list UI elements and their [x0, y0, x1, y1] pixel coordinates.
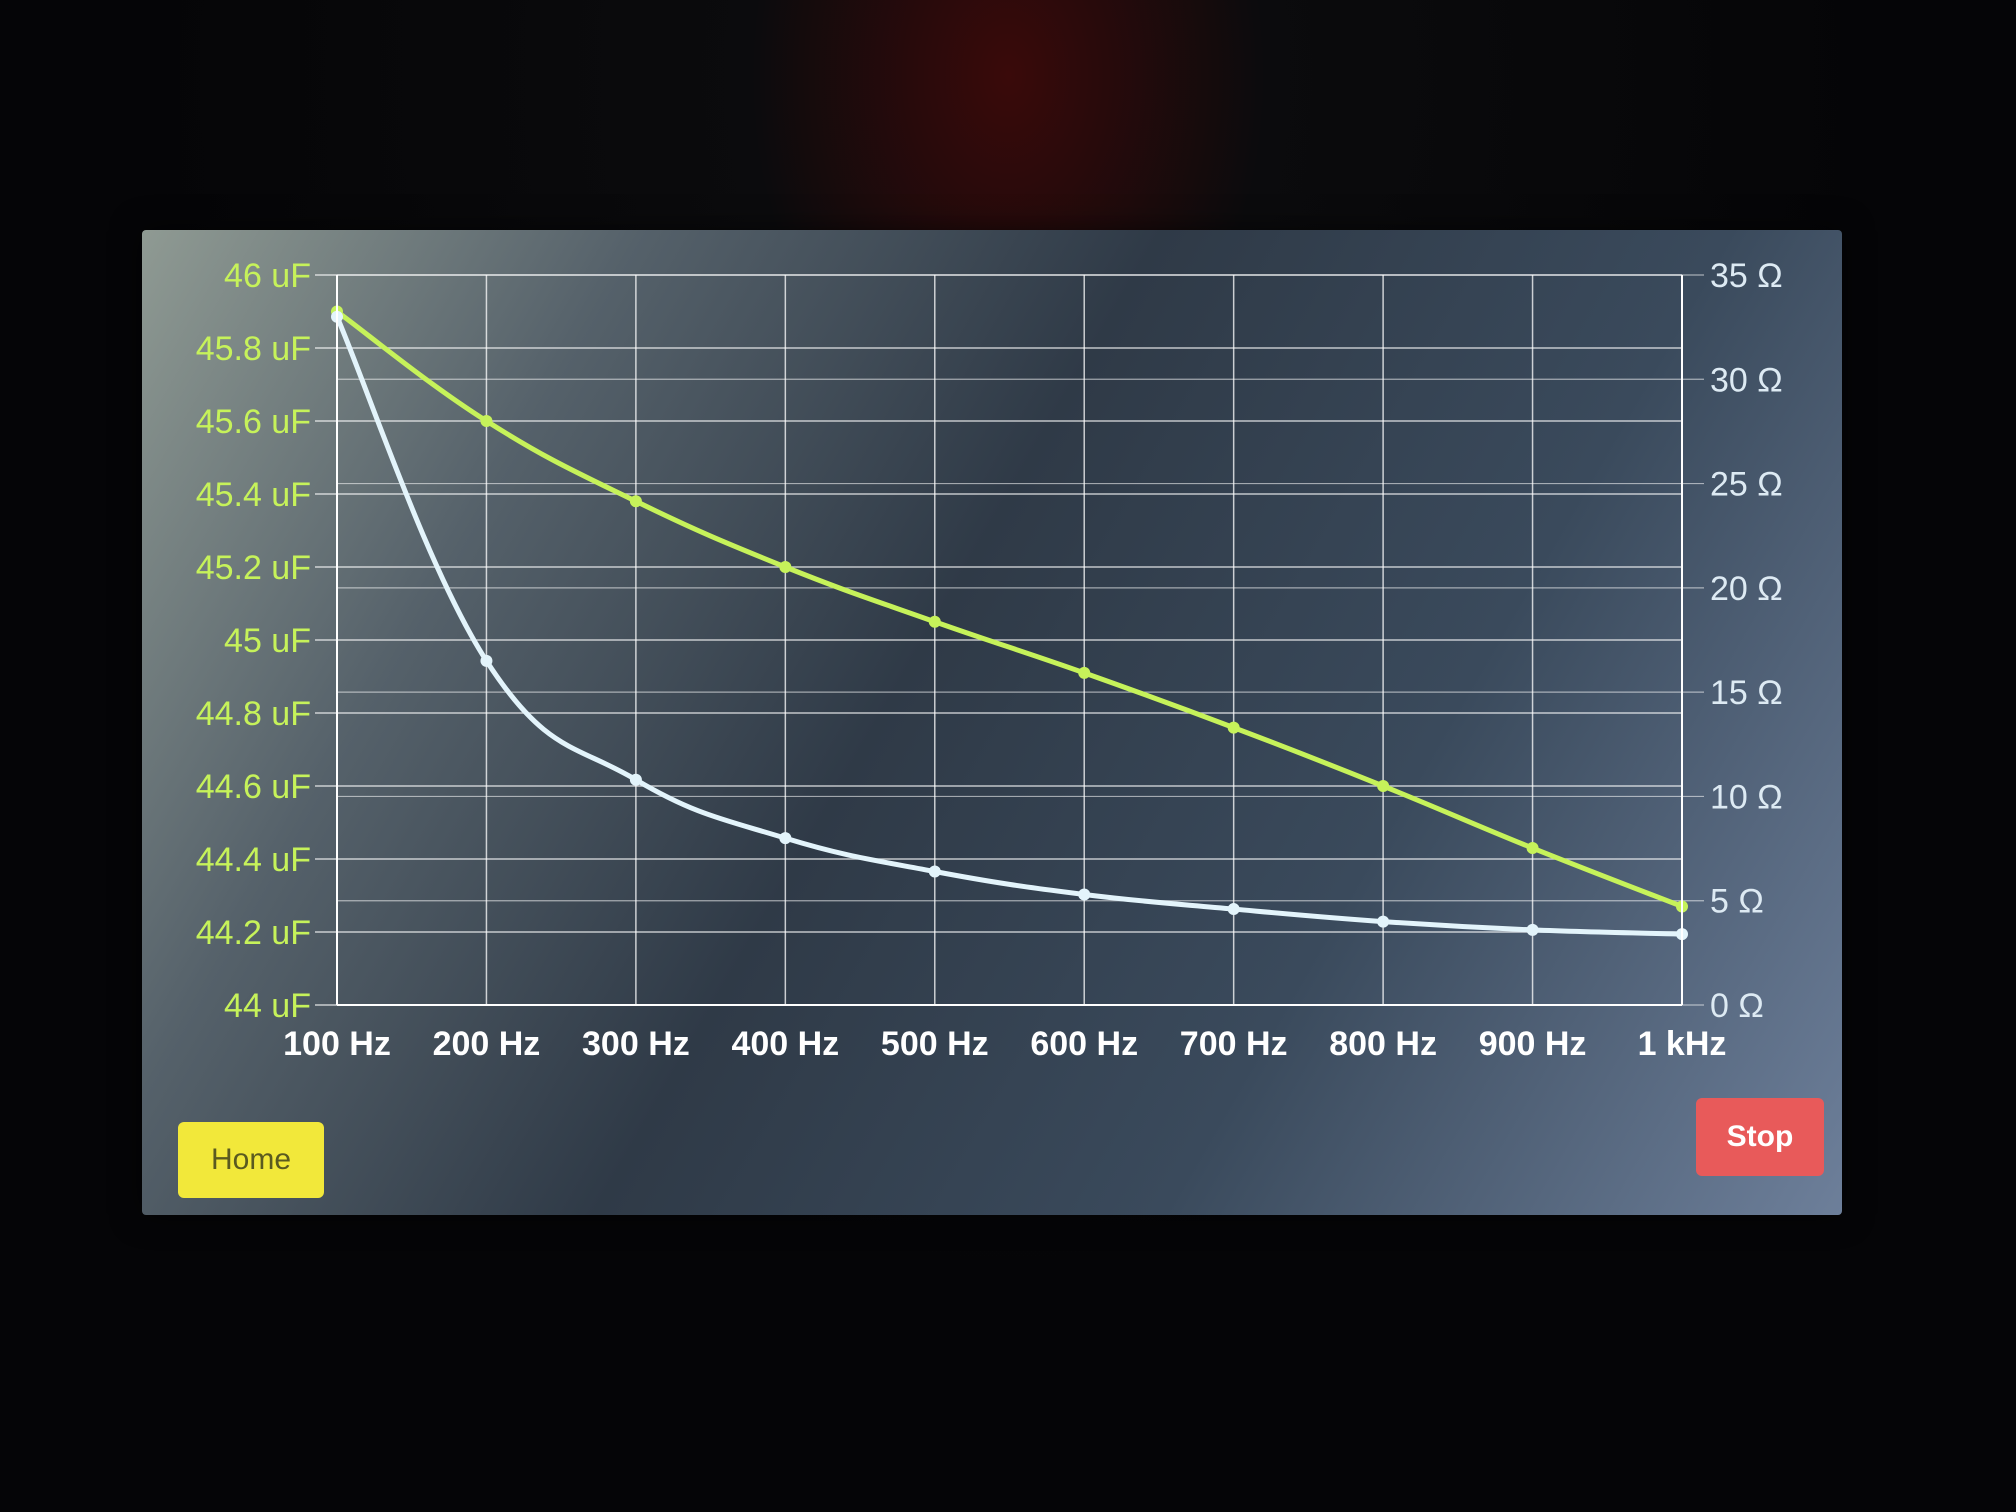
x-tick-label: 300 Hz [582, 1025, 690, 1063]
resistance-series-point [1377, 915, 1390, 928]
x-tick-label: 500 Hz [881, 1025, 989, 1063]
left-axis-tick-label: 44 uF [224, 987, 311, 1025]
left-axis-tick-label: 44.2 uF [196, 914, 311, 952]
resistance-series-point [629, 773, 642, 786]
x-tick-label: 400 Hz [731, 1025, 839, 1063]
x-tick-label: 1 kHz [1638, 1025, 1727, 1063]
chart-grid [315, 274, 1704, 1006]
left-axis-tick-label: 45.4 uF [196, 476, 311, 514]
capacitance-series-line [334, 309, 1685, 909]
resistance-series-point [928, 865, 941, 878]
left-axis-tick-label: 45.2 uF [196, 549, 311, 587]
right-axis-tick-label: 15 Ω [1710, 674, 1783, 712]
left-axis-tick-label: 44.8 uF [196, 695, 311, 733]
stop-button[interactable]: Stop [1696, 1098, 1824, 1176]
right-axis-tick-label: 30 Ω [1710, 361, 1783, 399]
right-axis-tick-label: 20 Ω [1710, 570, 1783, 608]
right-axis-tick-label: 5 Ω [1710, 883, 1764, 921]
home-button[interactable]: Home [178, 1122, 324, 1198]
x-tick-label: 800 Hz [1329, 1025, 1437, 1063]
left-axis-tick-label: 45.6 uF [196, 403, 311, 441]
capacitance-series-point [1227, 721, 1240, 734]
x-tick-label: 900 Hz [1479, 1025, 1587, 1063]
right-axis-tick-label: 10 Ω [1710, 778, 1783, 816]
resistance-series-point [1078, 888, 1091, 901]
x-tick-label: 600 Hz [1030, 1025, 1138, 1063]
left-axis-tick-label: 45 uF [224, 622, 311, 660]
capacitance-series-point [928, 615, 941, 628]
left-axis-tick-label: 44.4 uF [196, 841, 311, 879]
touch-screen: 100 Hz 200 Hz 300 Hz 400 Hz 500 Hz 600 Hz 700 … [142, 230, 1842, 1215]
capacitance-series-point [1078, 666, 1091, 679]
resistance-series-line [334, 314, 1685, 937]
dual-axis-line-chart: 100 Hz 200 Hz 300 Hz 400 Hz 500 Hz 600 Hz 700 … [196, 257, 1783, 1063]
resistance-series-point [480, 654, 493, 667]
capacitance-series-point [1377, 780, 1390, 792]
resistance-series-point [1227, 903, 1240, 916]
right-axis-tick-label: 25 Ω [1710, 466, 1783, 504]
right-axis-tick-label: 0 Ω [1710, 987, 1764, 1025]
x-tick-label: 100 Hz [283, 1025, 391, 1063]
resistance-series-point [779, 832, 792, 845]
right-axis-tick-label: 35 Ω [1710, 257, 1783, 295]
x-tick-label: 700 Hz [1180, 1025, 1288, 1063]
resistance-series-point [1526, 923, 1539, 936]
x-tick-label: 200 Hz [433, 1025, 541, 1063]
left-axis-tick-label: 46 uF [224, 257, 311, 295]
chart-axes: 100 Hz 200 Hz 300 Hz 400 Hz 500 Hz 600 Hz 700 … [196, 257, 1783, 1063]
chart-series [331, 305, 1688, 941]
left-axis-tick-label: 45.8 uF [196, 330, 311, 368]
left-axis-tick-label: 44.6 uF [196, 768, 311, 806]
capacitance-series-point [779, 561, 792, 573]
capacitance-series-point [480, 415, 493, 427]
capacitance-series-point [629, 495, 642, 508]
capacitance-series-point [1526, 842, 1539, 855]
